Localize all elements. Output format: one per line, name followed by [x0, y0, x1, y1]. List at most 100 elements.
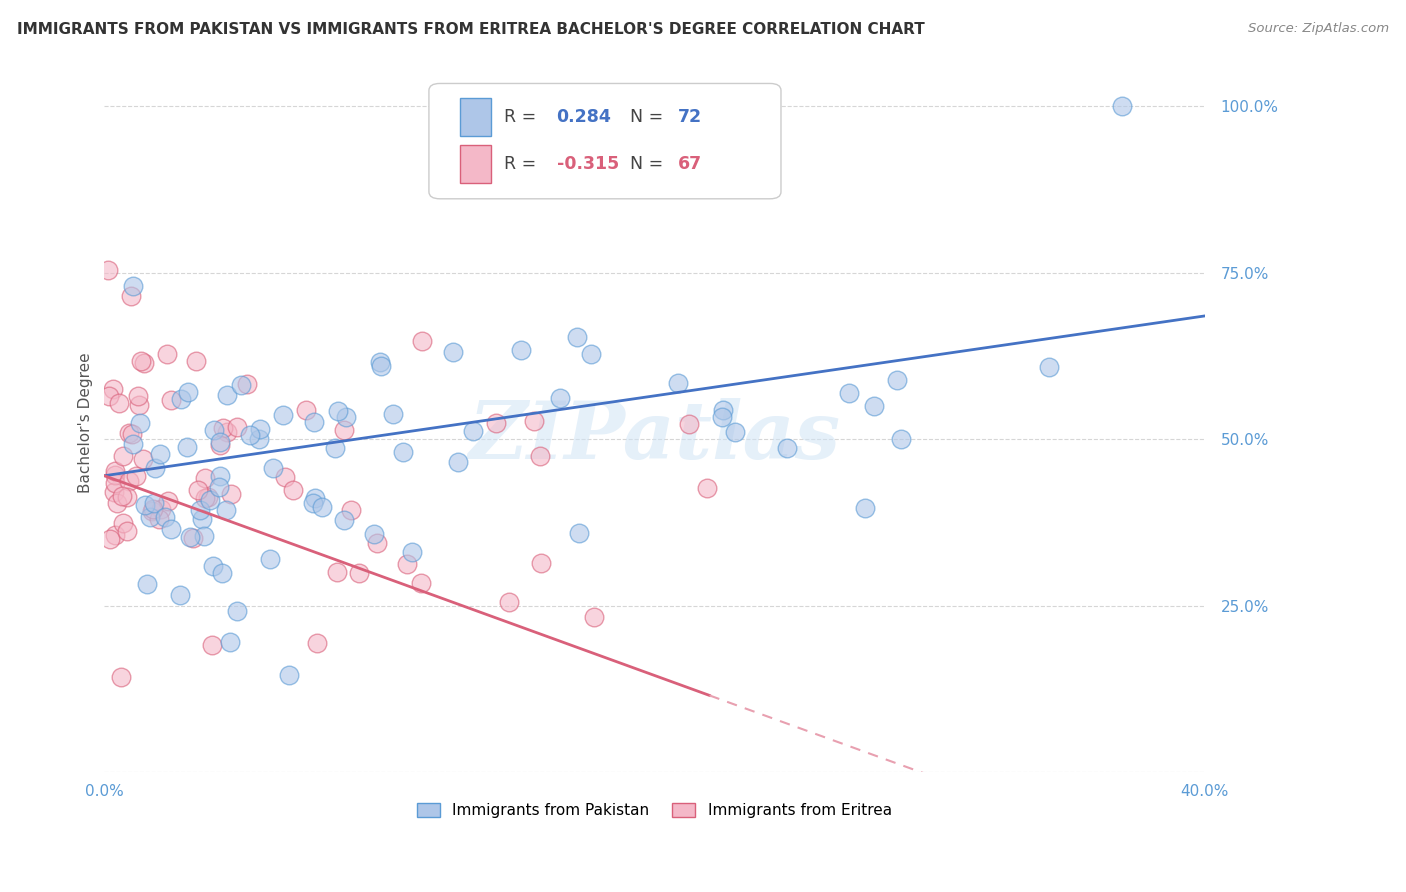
Point: [226, 420, 249, 434]
Point: [136, 577, 159, 591]
Point: [259, 551, 281, 566]
Point: [347, 566, 370, 581]
Point: [579, 346, 602, 360]
Text: ZIPatlas: ZIPatlas: [468, 398, 841, 475]
Point: [148, 512, 170, 526]
Point: [1038, 360, 1060, 375]
Point: [139, 509, 162, 524]
Point: [183, 531, 205, 545]
Point: [153, 510, 176, 524]
Point: [132, 452, 155, 467]
Point: [208, 438, 231, 452]
Point: [776, 441, 799, 455]
FancyBboxPatch shape: [460, 98, 491, 136]
Point: [149, 447, 172, 461]
Point: [711, 403, 734, 417]
Point: [104, 475, 127, 490]
Legend: Immigrants from Pakistan, Immigrants from Eritrea: Immigrants from Pakistan, Immigrants fro…: [411, 797, 898, 824]
Point: [247, 432, 270, 446]
Point: [211, 421, 233, 435]
Point: [510, 343, 533, 357]
Point: [485, 417, 508, 431]
Point: [678, 417, 700, 431]
Point: [159, 393, 181, 408]
Point: [696, 481, 718, 495]
Point: [97, 389, 120, 403]
Point: [249, 422, 271, 436]
Point: [193, 529, 215, 543]
Text: -0.315: -0.315: [557, 155, 619, 173]
Text: 67: 67: [678, 155, 702, 173]
Point: [441, 345, 464, 359]
Point: [229, 378, 252, 392]
Point: [215, 388, 238, 402]
Point: [568, 525, 591, 540]
Point: [118, 426, 141, 441]
Point: [363, 526, 385, 541]
Text: 0.284: 0.284: [557, 108, 612, 126]
Point: [211, 566, 233, 580]
Point: [226, 604, 249, 618]
Point: [190, 503, 212, 517]
Text: Source: ZipAtlas.com: Source: ZipAtlas.com: [1249, 22, 1389, 36]
Point: [304, 491, 326, 505]
Point: [395, 557, 418, 571]
Point: [179, 530, 201, 544]
Point: [724, 425, 747, 440]
Point: [134, 355, 156, 369]
Point: [370, 359, 392, 374]
Point: [447, 455, 470, 469]
Point: [184, 353, 207, 368]
Point: [262, 461, 284, 475]
Text: R =: R =: [503, 108, 541, 126]
Point: [127, 389, 149, 403]
Text: N =: N =: [630, 108, 669, 126]
Point: [98, 533, 121, 547]
Point: [368, 354, 391, 368]
Point: [335, 410, 357, 425]
Point: [143, 460, 166, 475]
Point: [111, 449, 134, 463]
Point: [156, 347, 179, 361]
Point: [134, 498, 156, 512]
Point: [215, 502, 238, 516]
Point: [281, 483, 304, 497]
Point: [339, 503, 361, 517]
Point: [328, 403, 350, 417]
Point: [219, 487, 242, 501]
Point: [1111, 99, 1133, 113]
Point: [409, 576, 432, 591]
FancyBboxPatch shape: [460, 145, 491, 183]
Point: [530, 557, 553, 571]
Point: [711, 409, 734, 424]
Point: [332, 513, 354, 527]
Point: [104, 468, 127, 483]
Point: [176, 440, 198, 454]
Point: [565, 330, 588, 344]
Point: [202, 423, 225, 437]
Point: [666, 376, 689, 391]
Point: [886, 373, 908, 387]
Point: [325, 441, 347, 455]
Point: [295, 403, 318, 417]
Point: [523, 414, 546, 428]
Point: [201, 638, 224, 652]
Point: [194, 491, 217, 505]
Point: [131, 353, 153, 368]
Point: [366, 535, 388, 549]
Point: [194, 471, 217, 485]
Point: [235, 377, 257, 392]
Point: [150, 502, 173, 516]
Point: [156, 494, 179, 508]
Point: [118, 474, 141, 488]
Point: [121, 426, 143, 441]
Point: [111, 489, 134, 503]
Point: [128, 398, 150, 412]
Point: [200, 493, 222, 508]
Point: [311, 500, 333, 515]
Point: [190, 512, 212, 526]
Point: [115, 490, 138, 504]
Point: [863, 399, 886, 413]
Point: [143, 496, 166, 510]
Point: [103, 485, 125, 500]
